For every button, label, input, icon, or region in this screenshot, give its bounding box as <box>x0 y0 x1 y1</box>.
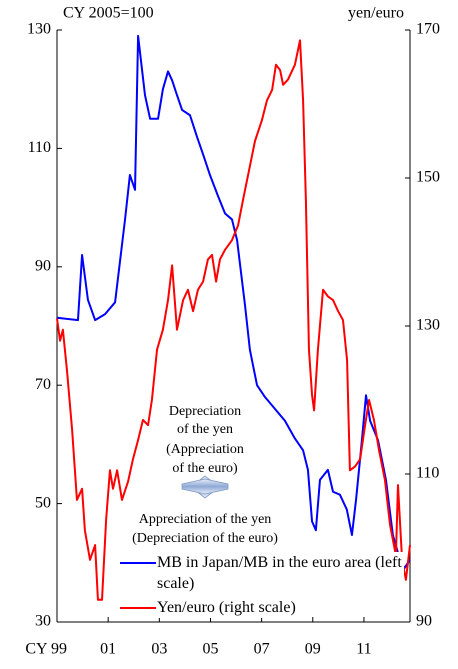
legend-label: Yen/euro (right scale) <box>157 597 298 618</box>
right-axis-unit: yen/euro <box>348 5 404 22</box>
y-tick-label: 90 <box>35 257 51 274</box>
x-tick-label: 03 <box>151 641 167 658</box>
y-tick-label: 50 <box>35 494 51 511</box>
legend-label: MB in Japan/MB in the euro area (left sc… <box>157 552 404 594</box>
y2-tick-label: 90 <box>416 613 432 630</box>
annotation: of the euro) <box>172 461 238 476</box>
y-tick-label: 110 <box>28 139 51 156</box>
series-line <box>56 34 411 570</box>
x-tick-label: 11 <box>356 641 371 658</box>
annotation: Appreciation of the yen <box>139 512 272 527</box>
y2-tick-label: 170 <box>416 21 440 38</box>
y2-tick-label: 110 <box>416 465 439 482</box>
x-tick-label: 01 <box>100 641 116 658</box>
y-tick-label: 30 <box>35 613 51 630</box>
annotation: Depreciation <box>169 404 241 419</box>
annotation: (Depreciation of the euro) <box>132 531 278 546</box>
annotation: (Appreciation <box>166 442 244 457</box>
left-axis-unit: CY 2005=100 <box>63 5 154 22</box>
double-arrow-body <box>181 478 229 495</box>
x-tick-label: 07 <box>254 641 270 658</box>
series-line <box>56 39 411 601</box>
annotation: of the yen <box>177 422 233 437</box>
x-tick-label: 05 <box>202 641 218 658</box>
x-tick-label: 09 <box>305 641 321 658</box>
y2-tick-label: 150 <box>416 169 440 186</box>
y-tick-label: 130 <box>27 21 51 38</box>
y2-tick-label: 130 <box>416 317 440 334</box>
y-tick-label: 70 <box>35 376 51 393</box>
x-tick-label: CY 99 <box>25 641 67 658</box>
